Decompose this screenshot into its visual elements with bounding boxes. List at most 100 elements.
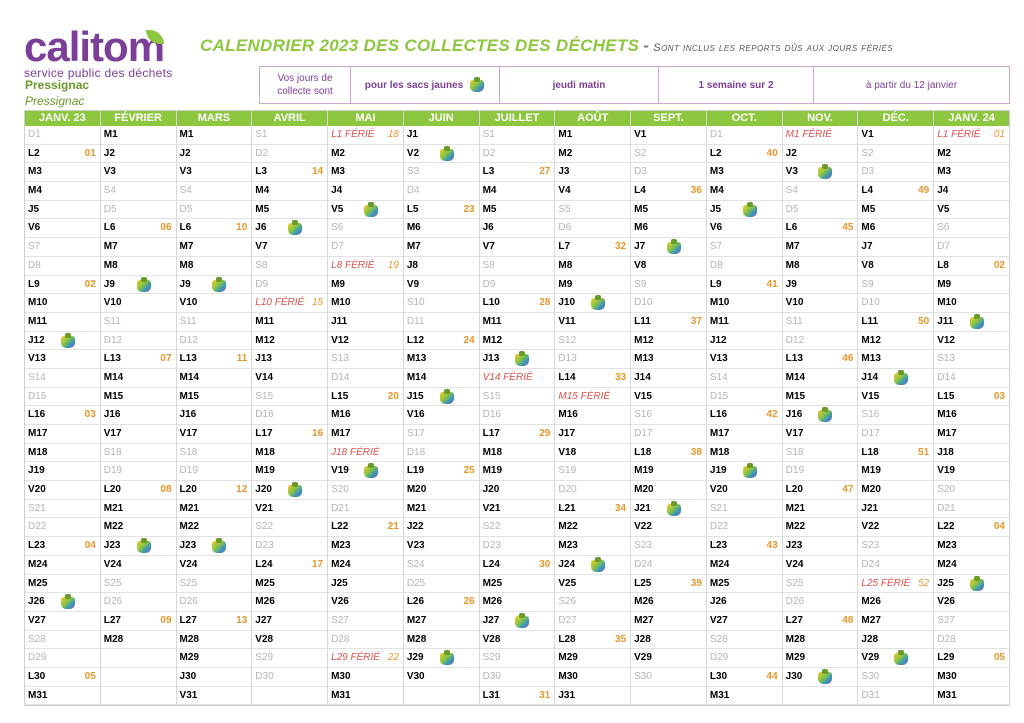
day-cell: D5 <box>100 201 176 220</box>
day-label: S2 <box>861 147 874 159</box>
yellow-bag-icon <box>969 313 985 330</box>
day-label: D1 <box>28 129 41 140</box>
yellow-bag-icon <box>439 145 455 162</box>
month-header: JUILLET <box>479 111 555 126</box>
day-label: M16 <box>558 409 578 421</box>
day-label: D26 <box>179 596 198 608</box>
day-cell: L8 02 <box>934 257 1009 276</box>
day-cell: M29 <box>176 649 252 668</box>
day-cell: M4 <box>252 182 328 201</box>
day-label: S19 <box>558 465 577 477</box>
day-label: V14 <box>255 371 274 383</box>
day-label: M4 <box>255 185 270 197</box>
yellow-bag-icon <box>514 351 530 367</box>
day-label: D5 <box>179 203 193 215</box>
day-cell: M9 <box>555 276 631 295</box>
day-label: S27 <box>937 614 955 626</box>
day-cell: J30 <box>176 668 252 687</box>
day-cell: L7 32 <box>555 238 631 257</box>
week-number: 39 <box>690 577 702 589</box>
day-cell: V29 <box>858 649 934 668</box>
day-cell: M11 <box>252 313 328 332</box>
day-cell: D14 <box>934 369 1009 388</box>
day-cell: L12 24 <box>403 332 479 351</box>
day-cell: S22 <box>479 518 555 538</box>
day-label: D22 <box>709 521 729 533</box>
day-label: D21 <box>937 502 956 514</box>
day-cell: D17 <box>631 425 706 444</box>
day-cell: D13 <box>555 350 631 369</box>
day-label: L3 <box>255 166 267 178</box>
day-cell: M22 <box>176 518 252 538</box>
day-cell: D10 <box>631 294 706 313</box>
day-cell: M10 <box>706 294 782 313</box>
yellow-bag-icon <box>469 77 485 93</box>
day-label: L11 <box>861 315 879 327</box>
day-label: D9 <box>255 278 269 290</box>
day-cell: M19 <box>631 462 706 482</box>
day-label: M11 <box>28 315 47 327</box>
day-cell: M23 <box>328 537 403 556</box>
day-cell: M5 <box>479 201 555 220</box>
day-cell: M28 <box>176 631 252 650</box>
day-cell: D29 <box>25 649 100 668</box>
day-cell: S30 <box>858 668 934 687</box>
day-label: J27 <box>255 614 272 626</box>
day-cell: V10 <box>100 294 176 313</box>
day-label: M24 <box>331 558 351 570</box>
day-cell: L16 42 <box>706 406 782 425</box>
day-cell: L29 05 <box>934 649 1009 668</box>
day-cell: M17 <box>706 425 782 444</box>
day-cell: J14 <box>858 369 934 388</box>
day-label: M10 <box>709 297 730 309</box>
day-label: V18 <box>558 446 577 458</box>
month-header: FÉVRIER <box>100 111 176 126</box>
day-cell: V29 <box>631 649 706 668</box>
day-label: V29 <box>861 652 880 664</box>
day-label: M9 <box>331 278 345 290</box>
day-cell: L25 39 <box>631 575 706 594</box>
day-label: D8 <box>28 259 41 271</box>
day-cell: D2 <box>252 145 328 164</box>
day-label: M11 <box>255 315 275 327</box>
day-label: M7 <box>179 241 194 253</box>
day-label: D24 <box>861 558 880 570</box>
info-start-date: à partir du 12 janvier <box>865 79 958 91</box>
day-label: M26 <box>482 596 503 608</box>
day-label: M10 <box>331 297 351 309</box>
week-number: 26 <box>463 596 475 608</box>
day-label: S30 <box>861 670 880 682</box>
day-cell: D7 <box>934 238 1009 257</box>
day-cell: M24 <box>25 556 100 575</box>
day-label: J16 <box>785 409 803 421</box>
day-cell: M26 <box>252 593 328 612</box>
day-cell: V31 <box>176 687 252 706</box>
week-number: 10 <box>236 222 248 234</box>
day-label: J23 <box>103 540 121 552</box>
day-label: D4 <box>406 185 420 197</box>
month-header: DÉC. <box>858 111 934 126</box>
day-cell: J2 <box>100 145 176 164</box>
yellow-bag-icon <box>363 463 379 479</box>
day-label: M28 <box>406 633 427 645</box>
day-label: D23 <box>482 540 501 552</box>
day-label: L12 <box>406 334 425 346</box>
day-cell: J23 <box>782 537 858 556</box>
day-cell: M28 <box>100 631 176 650</box>
day-label: S11 <box>785 315 803 327</box>
month-column: AVRIL S1 D2 L3 14 M4 M5 J6 V7 S8 D9 L10 FÉRIÉ 15 M11 M… <box>252 111 329 706</box>
day-cell: M6 <box>403 219 479 239</box>
day-label: D22 <box>28 521 47 533</box>
day-cell: D26 <box>782 593 858 612</box>
month-column: MAI L1 FÉRIÉ 18 M2 M3 J4 V5 S6 D7 L8 FÉRIÉ 19 M9 M10… <box>328 111 404 706</box>
day-cell: M3 <box>25 163 100 183</box>
day-label: M5 <box>861 203 876 215</box>
month-header: MAI <box>328 111 403 126</box>
day-label: V20 <box>28 484 46 496</box>
yellow-bag-icon <box>893 369 909 386</box>
day-cell: J3 <box>555 163 631 183</box>
day-label: M1 <box>103 129 118 140</box>
day-label: M16 <box>331 409 351 421</box>
day-cell: S28 <box>25 631 100 650</box>
day-label: L30 <box>28 670 46 682</box>
